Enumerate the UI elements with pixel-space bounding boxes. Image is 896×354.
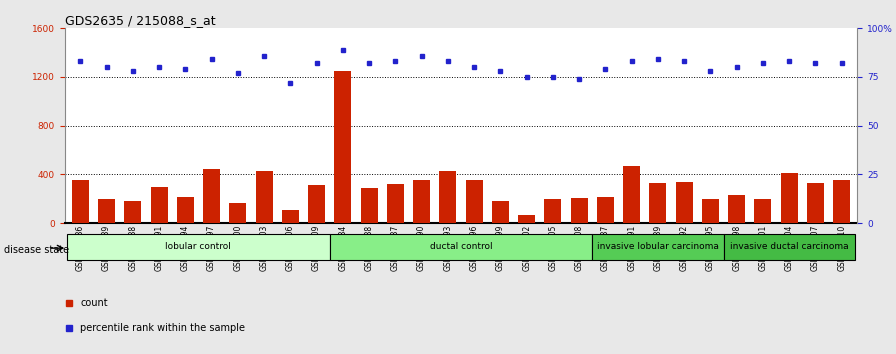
Bar	[67, 234, 330, 260]
Bar	[203, 170, 220, 223]
Bar	[72, 181, 89, 223]
Bar	[330, 234, 592, 260]
Text: ductal control: ductal control	[430, 242, 492, 251]
Bar	[728, 195, 745, 223]
Text: count: count	[81, 298, 108, 308]
Text: percentile rank within the sample: percentile rank within the sample	[81, 322, 246, 332]
Bar	[151, 187, 168, 223]
Bar	[754, 199, 771, 223]
Bar	[676, 182, 693, 223]
Bar	[702, 199, 719, 223]
Bar	[780, 172, 797, 223]
Bar	[308, 185, 325, 223]
Bar	[833, 180, 850, 223]
Bar	[255, 171, 272, 223]
Bar	[492, 201, 509, 223]
Bar	[724, 234, 855, 260]
Text: lobular control: lobular control	[166, 242, 231, 251]
Bar	[439, 171, 456, 223]
Bar	[413, 181, 430, 223]
Bar	[650, 183, 667, 223]
Bar	[571, 198, 588, 223]
Bar	[98, 199, 115, 223]
Text: invasive ductal carcinoma: invasive ductal carcinoma	[730, 242, 849, 251]
Bar	[623, 166, 641, 223]
Bar	[807, 183, 824, 223]
Bar	[592, 234, 724, 260]
Bar	[281, 210, 299, 223]
Text: disease state: disease state	[4, 245, 70, 255]
Text: GDS2635 / 215088_s_at: GDS2635 / 215088_s_at	[65, 14, 215, 27]
Text: invasive lobular carcinoma: invasive lobular carcinoma	[597, 242, 719, 251]
Bar	[466, 181, 483, 223]
Bar	[360, 188, 377, 223]
Bar	[125, 200, 142, 223]
Bar	[229, 203, 246, 223]
Bar	[334, 71, 351, 223]
Bar	[545, 199, 562, 223]
Bar	[387, 184, 404, 223]
Bar	[177, 198, 194, 223]
Bar	[518, 215, 535, 223]
Bar	[597, 197, 614, 223]
